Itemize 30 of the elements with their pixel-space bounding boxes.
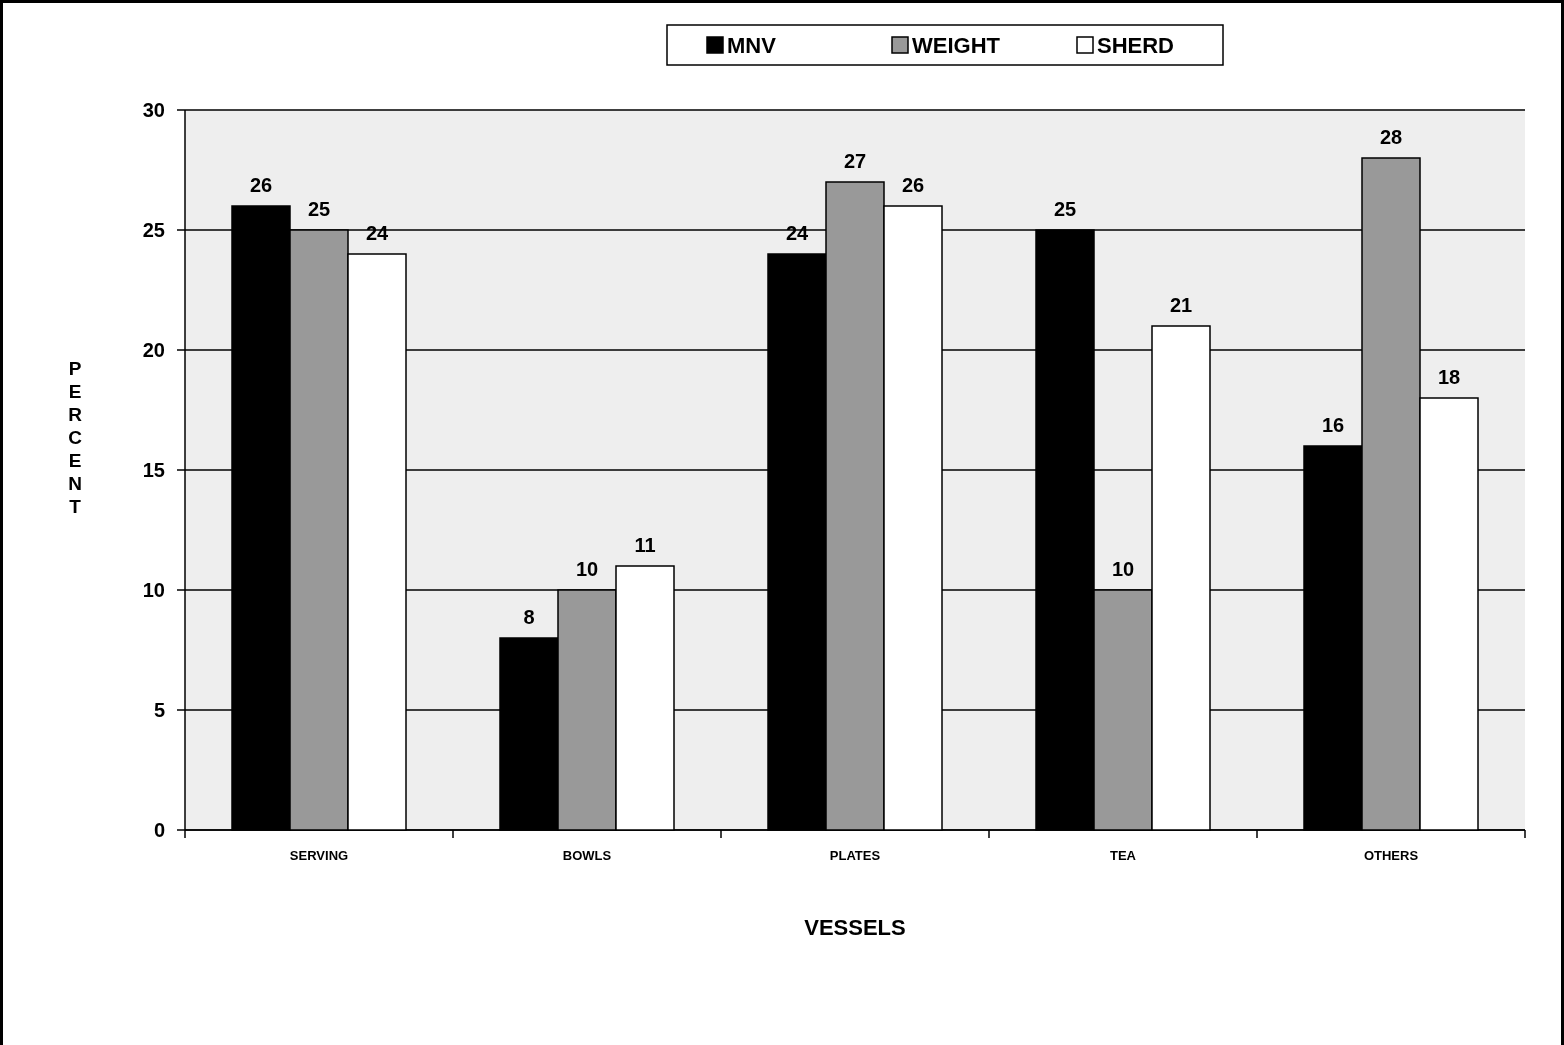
data-label: 25 [1053,198,1077,220]
y-tick-label: 30 [142,99,165,121]
y-tick-label: 0 [153,819,165,841]
x-tick-label: OTHERS [1363,848,1419,863]
legend-label: WEIGHT [912,32,1001,58]
x-tick-label: PLATES [829,848,881,863]
x-axis-title: VESSELS [804,915,906,940]
y-tick-label: 10 [142,579,165,601]
y-tick-label: 20 [142,339,165,361]
legend-label: SHERD [1097,32,1175,58]
data-label: 26 [249,174,273,196]
data-label: 10 [575,558,599,580]
data-label: 11 [634,534,656,556]
x-tick-label: BOWLS [562,848,612,863]
legend-label: MNV [727,32,777,58]
y-axis-title: PERCENT [68,358,83,517]
data-label: 25 [307,198,331,220]
x-tick-label: TEA [1110,848,1137,863]
y-tick-label: 15 [142,459,165,481]
data-label: 16 [1321,414,1345,436]
data-label: 28 [1379,126,1403,148]
data-label: 8 [523,606,535,628]
data-label: 21 [1169,294,1193,316]
data-label: 27 [843,150,867,172]
y-tick-label: 25 [142,219,165,241]
y-tick-label: 5 [153,699,165,721]
data-label: 10 [1111,558,1135,580]
data-label: 18 [1437,366,1461,388]
data-label: 26 [901,174,925,196]
x-tick-label: SERVING [289,848,349,863]
